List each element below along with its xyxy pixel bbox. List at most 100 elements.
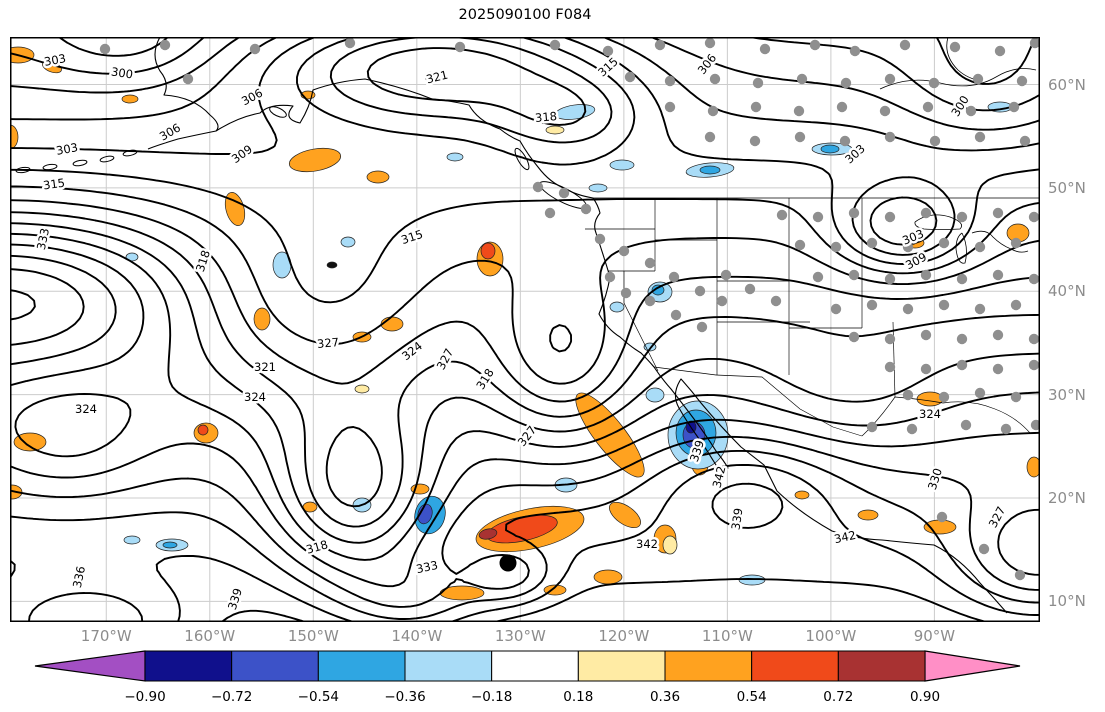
colorbar-segment [317,650,406,682]
colorbar-tick-label: −0.90 [124,689,165,705]
political-border [653,366,717,376]
lat-tick-label: 40°N [1048,282,1086,301]
stipple-dot [99,43,111,55]
stipple-dot [884,361,896,373]
contour-level-333 [10,254,1040,608]
contour-level-312 [10,37,1040,353]
stipple-dot [938,391,950,403]
anomaly-patch [857,509,879,521]
anomaly-patch [224,192,246,226]
anomaly-patch [121,94,139,104]
colorbar: −0.90 −0.72 −0.54 −0.36 −0.18 0.18 0.36 0.54 0.7… [34,650,1021,705]
stipple-dot [836,101,848,113]
stipple-dot [720,269,732,281]
stipple-dot [344,37,356,49]
stipple-dot [812,271,824,283]
anomaly-patch [10,124,19,150]
contour-label: 306 [157,120,183,143]
island-outline [99,155,115,163]
contour-level-336 [10,268,1040,622]
stipple-dot [906,423,918,435]
figure-title: 2025090100 F084 [458,7,592,23]
stipple-dot [936,511,948,523]
anomaly-patch [545,125,565,135]
lat-tick-label: 10°N [1048,592,1086,611]
contour-label: 300 [110,65,134,82]
stipple-dot [664,101,676,113]
contour-layer [10,37,1040,622]
lon-tick-label: 170°W [80,627,132,645]
colorbar-tick-label: −0.18 [471,689,512,705]
island-outline [514,147,530,171]
anomaly-patch [417,503,433,525]
stipple-dot [956,211,968,223]
lake-outline [914,214,963,230]
political-border [715,374,863,437]
stipple-dot [902,389,914,401]
stipple-dot [549,39,561,51]
stipple-dot [620,287,632,299]
stipple-dot [840,77,852,89]
stipple-dot [558,187,570,199]
stipple-dot [848,207,860,219]
contour-level-306 [10,37,1040,256]
anomaly-patch [13,432,47,452]
stipple-dot [1008,101,1020,113]
lon-tick-label: 150°W [287,627,339,645]
anomaly-patch [326,261,338,269]
lon-tick-label: 90°W [913,627,956,645]
contour-label: 318 [305,537,330,557]
stipple-dot [1028,211,1040,223]
contour-label: 303 [55,140,79,158]
anomaly-patch [609,501,641,529]
contour-label: 321 [425,68,450,87]
stipple-dot [830,303,842,315]
stipple-dot [424,71,436,83]
contour-label: 324 [919,407,941,421]
colorbar-over-arrow [924,650,1021,682]
stipple-dot [668,271,680,283]
contour-level-327 [10,232,1040,561]
stipple-dot [749,135,761,147]
stipple-dot [848,331,860,343]
stipple-dot [624,71,636,83]
anomaly-patch [162,541,178,549]
contour-level-324 [10,222,1040,544]
colorbar-segment [837,650,926,682]
island-outline [15,166,31,174]
map-frame [10,37,1040,622]
colorbar-tick-label: −0.36 [384,689,425,705]
political-border [892,321,896,398]
stipple-dot [750,101,762,113]
stipple-dot [956,359,968,371]
stipple-dot [796,73,808,85]
stipple-dot [949,41,961,53]
contour-label: 327 [434,346,457,372]
contour-label: 303 [43,51,67,69]
stipple-dot [809,39,821,51]
anomaly-patch [651,284,665,296]
contour-level-318 [10,47,1040,508]
stipple-dot [1014,569,1026,581]
stipple-dot [654,39,666,51]
anomaly-patch [288,147,342,173]
stipple-dot [928,77,940,89]
stipple-dot [794,131,806,143]
stipple-dot [938,237,950,249]
stipple-dot [929,135,941,147]
stipple-dot [956,273,968,285]
anomaly-patch [253,307,271,331]
colorbar-tick-label: −0.54 [298,689,339,705]
stipple-dot [992,363,1004,375]
anomaly-patch [588,183,608,193]
lat-tick-label: 30°N [1048,385,1086,404]
island-outline [42,163,58,171]
stipple-dot [884,211,896,223]
anomaly-patch [609,159,635,171]
stipple-dot [644,257,656,269]
stipple-dot [974,387,986,399]
stipple-dot [974,303,986,315]
contour-label: 321 [254,360,276,374]
contour-level-315 [10,37,1040,385]
